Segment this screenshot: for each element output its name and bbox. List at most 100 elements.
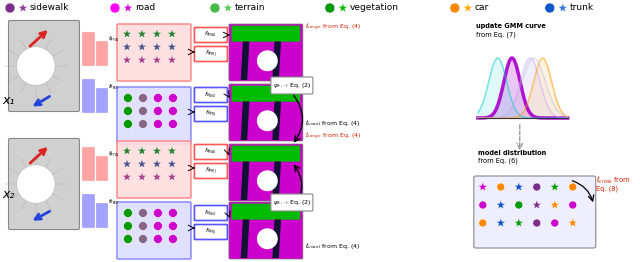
FancyBboxPatch shape — [117, 24, 191, 81]
Polygon shape — [18, 3, 28, 12]
FancyBboxPatch shape — [229, 202, 303, 259]
Circle shape — [124, 119, 132, 128]
Circle shape — [168, 221, 177, 231]
FancyBboxPatch shape — [229, 144, 303, 201]
Text: x₁: x₁ — [2, 94, 14, 106]
Circle shape — [154, 209, 163, 217]
Polygon shape — [273, 220, 281, 258]
Polygon shape — [167, 146, 177, 155]
Polygon shape — [122, 55, 132, 64]
Circle shape — [532, 219, 541, 227]
Polygon shape — [137, 29, 147, 38]
Circle shape — [325, 3, 335, 13]
Polygon shape — [123, 3, 132, 12]
Polygon shape — [241, 101, 250, 140]
Text: $\psi_{(\cdot,\cdot)}$ Eq. (2): $\psi_{(\cdot,\cdot)}$ Eq. (2) — [273, 198, 311, 207]
Circle shape — [168, 234, 177, 243]
Polygon shape — [558, 3, 568, 12]
FancyBboxPatch shape — [229, 24, 303, 81]
Text: vegetation: vegetation — [350, 3, 399, 13]
FancyBboxPatch shape — [195, 225, 227, 239]
Text: $f_{\phi_{PRJ}}$: $f_{\phi_{PRJ}}$ — [205, 48, 217, 59]
FancyBboxPatch shape — [232, 146, 300, 162]
FancyBboxPatch shape — [8, 139, 79, 230]
FancyBboxPatch shape — [97, 156, 108, 181]
Circle shape — [532, 183, 541, 191]
Text: $\ell_{voxel}$ from Eq. (4): $\ell_{voxel}$ from Eq. (4) — [305, 241, 360, 251]
Polygon shape — [514, 218, 524, 227]
Circle shape — [551, 219, 559, 227]
Text: $f_{\phi_{PRJ}}$: $f_{\phi_{PRJ}}$ — [205, 166, 217, 177]
Circle shape — [168, 106, 177, 116]
Polygon shape — [338, 3, 348, 12]
Polygon shape — [241, 220, 250, 258]
Polygon shape — [152, 146, 162, 155]
Polygon shape — [167, 55, 177, 64]
FancyBboxPatch shape — [195, 163, 227, 178]
Text: $f_{\phi_{FCN}}$: $f_{\phi_{FCN}}$ — [108, 150, 120, 160]
Circle shape — [569, 201, 577, 209]
Polygon shape — [122, 172, 132, 181]
Polygon shape — [137, 55, 147, 64]
Text: car: car — [475, 3, 489, 13]
Text: model distribution: model distribution — [478, 150, 546, 156]
Circle shape — [154, 234, 163, 243]
FancyBboxPatch shape — [83, 194, 95, 227]
Polygon shape — [137, 172, 147, 181]
FancyBboxPatch shape — [83, 148, 95, 181]
Circle shape — [497, 183, 505, 191]
Circle shape — [138, 119, 147, 128]
Circle shape — [17, 165, 55, 203]
Polygon shape — [550, 200, 559, 209]
Circle shape — [5, 3, 15, 13]
FancyBboxPatch shape — [271, 77, 313, 94]
Polygon shape — [167, 159, 177, 168]
FancyBboxPatch shape — [232, 86, 300, 102]
Circle shape — [124, 106, 132, 116]
Polygon shape — [241, 161, 250, 200]
FancyBboxPatch shape — [232, 26, 300, 42]
Circle shape — [257, 50, 278, 71]
Polygon shape — [514, 182, 524, 191]
Text: update GMM curve: update GMM curve — [476, 23, 546, 29]
FancyBboxPatch shape — [117, 141, 191, 198]
Circle shape — [210, 3, 220, 13]
Circle shape — [138, 94, 147, 102]
Text: $f_{\theta_{SEG}}$: $f_{\theta_{SEG}}$ — [204, 208, 218, 218]
Polygon shape — [122, 159, 132, 168]
Polygon shape — [496, 218, 506, 227]
Circle shape — [450, 3, 460, 13]
Text: $\ell_{voxel}$ from Eq. (4): $\ell_{voxel}$ from Eq. (4) — [305, 118, 360, 128]
Circle shape — [124, 234, 132, 243]
Text: $f_{\theta_{PRJ}}$: $f_{\theta_{PRJ}}$ — [205, 108, 217, 119]
Circle shape — [257, 228, 278, 249]
FancyBboxPatch shape — [229, 84, 303, 141]
FancyBboxPatch shape — [195, 205, 227, 221]
FancyBboxPatch shape — [195, 88, 227, 102]
Polygon shape — [273, 41, 281, 80]
Polygon shape — [152, 42, 162, 51]
Text: trunk: trunk — [570, 3, 594, 13]
FancyBboxPatch shape — [474, 176, 596, 248]
Circle shape — [257, 110, 278, 131]
Circle shape — [168, 94, 177, 102]
FancyBboxPatch shape — [195, 28, 227, 42]
Circle shape — [569, 183, 577, 191]
Circle shape — [154, 94, 163, 102]
Circle shape — [154, 221, 163, 231]
Circle shape — [110, 3, 120, 13]
FancyBboxPatch shape — [271, 194, 313, 211]
Polygon shape — [152, 172, 162, 181]
Polygon shape — [152, 55, 162, 64]
Circle shape — [154, 106, 163, 116]
FancyBboxPatch shape — [8, 20, 79, 112]
Text: $f_{\theta_{SEG}}$: $f_{\theta_{SEG}}$ — [204, 90, 218, 100]
FancyBboxPatch shape — [97, 41, 108, 66]
Text: terrain: terrain — [235, 3, 266, 13]
Polygon shape — [167, 172, 177, 181]
Polygon shape — [122, 146, 132, 155]
Polygon shape — [137, 159, 147, 168]
Text: $f_{\theta_{PRJ}}$: $f_{\theta_{PRJ}}$ — [205, 226, 217, 238]
FancyBboxPatch shape — [83, 79, 95, 112]
Circle shape — [124, 94, 132, 102]
